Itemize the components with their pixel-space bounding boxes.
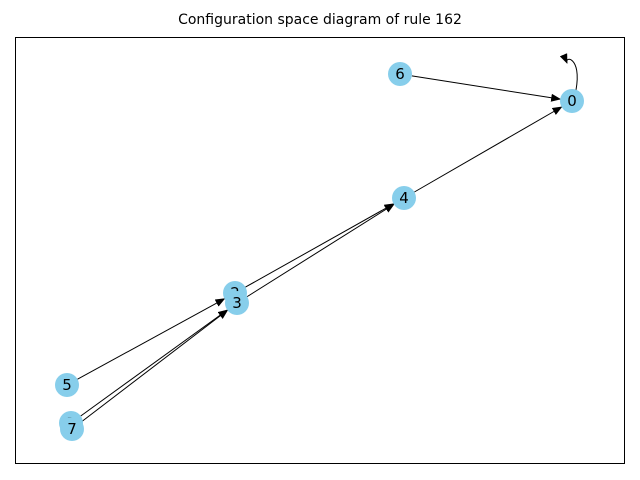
node-0-label: 0 xyxy=(567,92,577,110)
edge-2-to-4 xyxy=(245,203,395,288)
edge-3-to-4 xyxy=(246,203,395,298)
node-5-label: 5 xyxy=(62,376,72,394)
diagram-title: Configuration space diagram of rule 162 xyxy=(178,12,462,28)
node-4-label: 4 xyxy=(399,189,409,207)
node-6-circle xyxy=(388,62,412,86)
nodes-layer: 01234567 xyxy=(55,62,584,441)
node-4-circle xyxy=(392,186,416,210)
edge-7-to-3 xyxy=(81,309,229,423)
node-4: 4 xyxy=(392,186,416,210)
edge-4-to-0 xyxy=(414,106,563,193)
edge-5-to-2 xyxy=(77,298,226,380)
node-0-circle xyxy=(560,89,584,113)
node-3-circle xyxy=(225,291,249,315)
node-6: 6 xyxy=(388,62,412,86)
edges-layer xyxy=(77,53,578,423)
node-7-label: 7 xyxy=(67,420,77,438)
node-3-label: 3 xyxy=(232,294,242,312)
node-0: 0 xyxy=(560,89,584,113)
node-3: 3 xyxy=(225,291,249,315)
node-7: 7 xyxy=(60,417,84,441)
node-5-circle xyxy=(55,373,79,397)
node-6-label: 6 xyxy=(395,65,405,83)
node-7-circle xyxy=(60,417,84,441)
node-5: 5 xyxy=(55,373,79,397)
edge-6-to-0 xyxy=(411,75,562,102)
plot-frame xyxy=(15,37,625,464)
edge-0-to-0 xyxy=(559,53,578,91)
edge-1-to-3 xyxy=(80,309,229,417)
